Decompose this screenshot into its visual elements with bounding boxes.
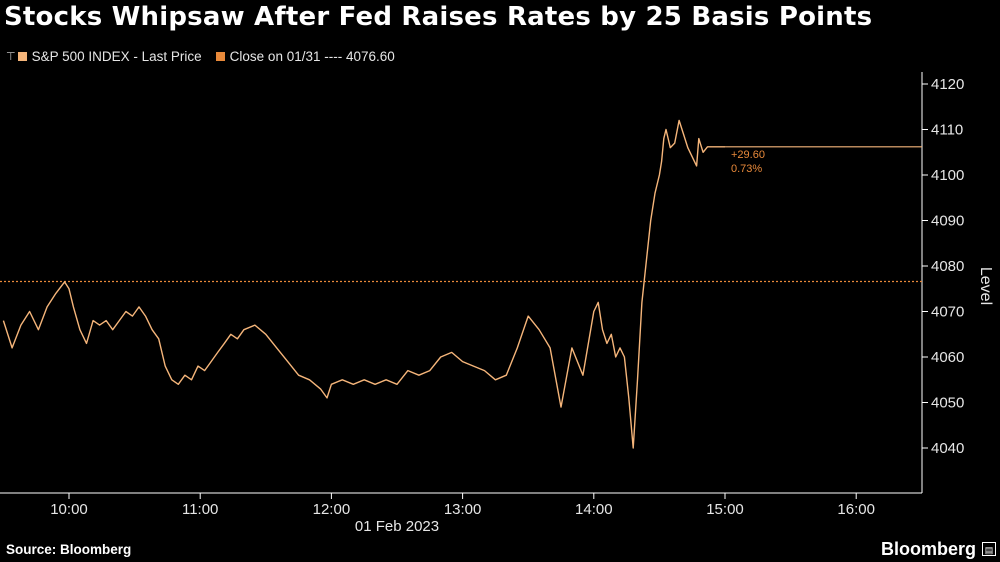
x-date-label: 01 Feb 2023 (355, 518, 439, 535)
y-tick-label: 4090 (931, 213, 964, 230)
pin-icon: ⊤ (6, 51, 16, 63)
price-series-line (2, 119, 725, 449)
change-annotation: +29.60 (731, 149, 765, 161)
y-axis-label: Level (977, 267, 994, 305)
close-swatch (215, 52, 225, 61)
y-tick-label: 4040 (931, 440, 964, 457)
y-tick-label: 4060 (931, 349, 964, 366)
change-pct-annotation: 0.73% (731, 163, 762, 175)
y-tick-label: 4080 (931, 258, 964, 275)
legend-close-label: Close on 01/31 ---- 4076.60 (229, 49, 395, 64)
x-tick-label: 10:00 (50, 501, 88, 518)
source-note: Source: Bloomberg (6, 542, 132, 557)
legend-item-series: ⊤ S&P 500 INDEX - Last Price (6, 49, 202, 64)
y-tick-label: 4050 (931, 395, 964, 412)
y-tick-label: 4120 (931, 76, 964, 93)
y-tick-label: 4110 (931, 122, 963, 139)
x-tick-label: 13:00 (444, 501, 482, 518)
y-tick-label: 4070 (931, 304, 964, 321)
brand-logo: Bloomberg (880, 539, 976, 559)
x-tick-label: 15:00 (706, 501, 744, 518)
legend: ⊤ S&P 500 INDEX - Last Price Close on 01… (6, 49, 409, 64)
x-tick-label: 11:00 (182, 501, 218, 518)
legend-series-label: S&P 500 INDEX - Last Price (31, 49, 202, 64)
series-swatch (17, 52, 27, 61)
chart-menu-icon[interactable]: ▤ (982, 542, 996, 556)
chart-title: Stocks Whipsaw After Fed Raises Rates by… (4, 2, 873, 32)
legend-item-close: Close on 01/31 ---- 4076.60 (215, 49, 395, 64)
x-tick-label: 16:00 (837, 501, 875, 518)
x-tick-label: 14:00 (575, 501, 613, 518)
y-tick-label: 4100 (931, 167, 964, 184)
x-tick-label: 12:00 (313, 501, 351, 518)
